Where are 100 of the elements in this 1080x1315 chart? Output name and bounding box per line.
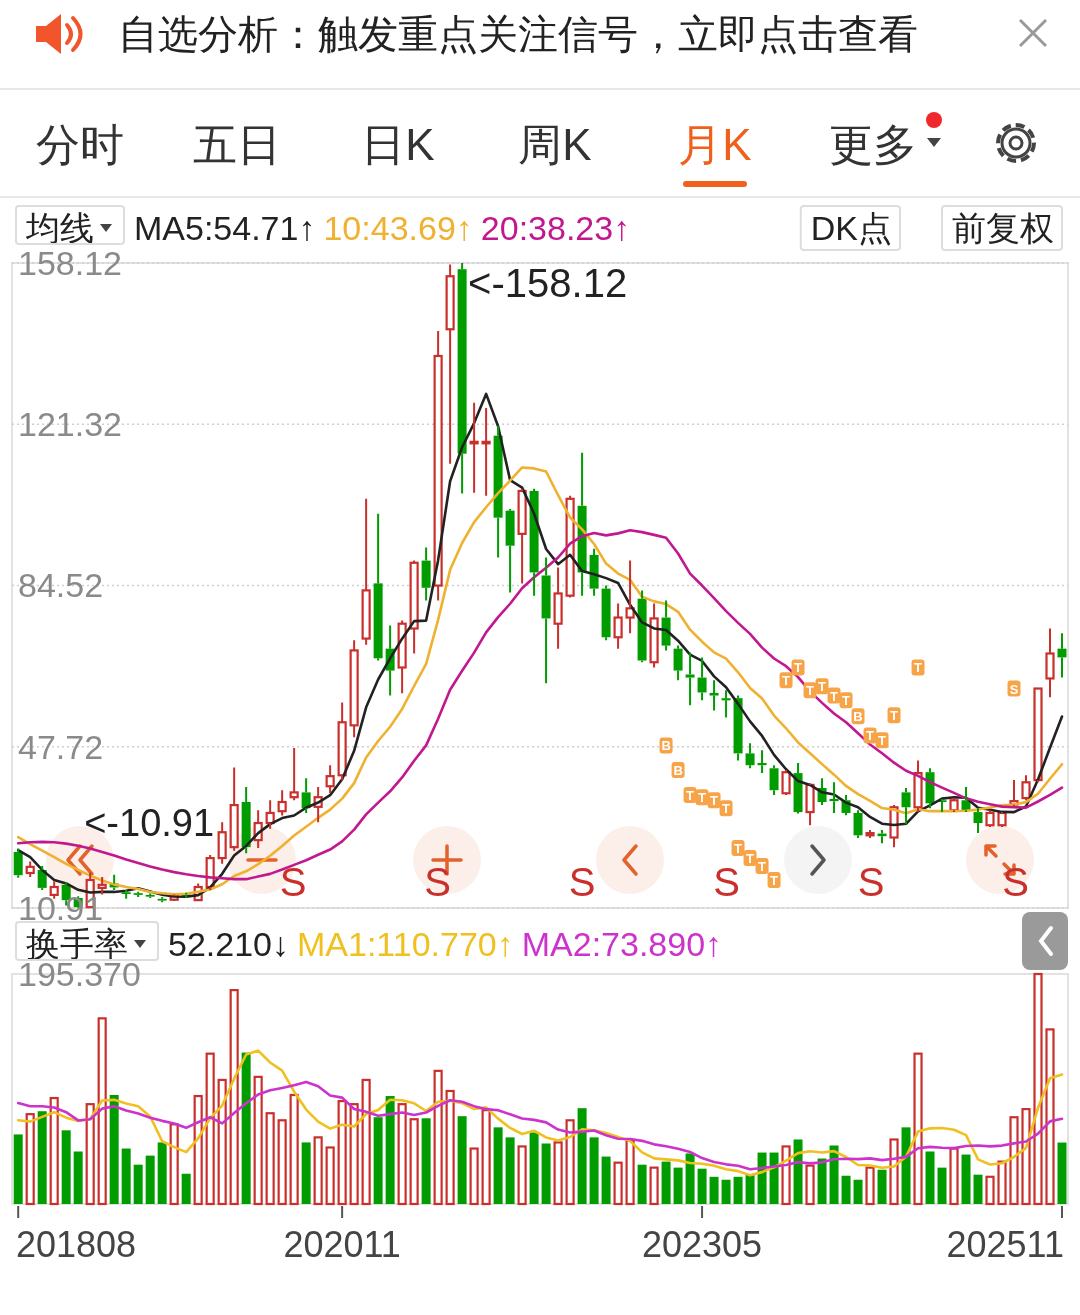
candlestick	[301, 777, 311, 814]
x-tick-label: 202305	[642, 1224, 763, 1265]
x-tick-label: 202011	[283, 1224, 401, 1265]
annotation: T	[770, 873, 779, 888]
candlestick	[1021, 774, 1031, 802]
candlestick	[121, 889, 131, 900]
y-tick-label: 158.12	[18, 244, 122, 282]
y-tick-label: 84.52	[18, 566, 104, 605]
annotation: T	[818, 679, 827, 695]
annotation: T	[794, 660, 803, 676]
text: 10:43.69↑	[323, 209, 473, 247]
candlestick	[457, 262, 467, 495]
candlestick	[829, 781, 839, 814]
candlestick	[241, 786, 251, 855]
annotation: T	[806, 683, 815, 699]
annotation: T	[830, 688, 839, 704]
candlestick	[637, 589, 647, 664]
annotation: T	[842, 693, 851, 709]
candlestick	[997, 811, 1007, 828]
text: 自选分析：触发重点关注信号，立即点击查看	[118, 12, 918, 56]
candlestick	[433, 330, 443, 602]
candlestick	[349, 639, 359, 739]
candlestick	[685, 651, 695, 707]
candlestick	[781, 769, 791, 796]
annotation: T	[698, 790, 707, 806]
candlestick	[709, 679, 719, 712]
annotation: S	[713, 860, 740, 904]
annotation: S	[424, 860, 451, 904]
annotation: <-10.91	[84, 802, 215, 844]
annotation: T	[746, 851, 755, 867]
candlestick	[973, 807, 983, 835]
text: 前复权	[952, 209, 1054, 247]
candlestick	[757, 749, 767, 775]
annotation: T	[914, 660, 923, 676]
candlestick	[517, 487, 527, 585]
annotation: T	[722, 801, 731, 817]
x-tick-label: 202511	[946, 1224, 1064, 1265]
candlestick	[853, 809, 863, 839]
candlestick	[793, 762, 803, 813]
candlestick	[217, 821, 227, 865]
annotation: T	[866, 728, 875, 744]
annotation: S	[857, 860, 885, 904]
text: 五日	[193, 120, 281, 169]
candlestick	[769, 764, 779, 796]
annotation: T	[782, 673, 791, 689]
candlestick	[493, 424, 503, 559]
y-tick-label: 10.91	[18, 889, 104, 927]
annotation: T	[890, 708, 899, 724]
candlestick	[325, 764, 335, 795]
annotation: S	[568, 860, 596, 904]
candlestick	[649, 602, 659, 669]
text: MA1:110.770↑	[297, 925, 514, 963]
candlestick	[25, 860, 35, 878]
line-series	[16, 466, 1064, 896]
candlestick	[601, 584, 611, 642]
annotation: B	[853, 709, 863, 725]
legend-title: 均线	[25, 209, 94, 247]
candlestick	[421, 546, 431, 602]
candlestick	[229, 766, 239, 852]
candlestick	[745, 742, 755, 770]
series-label: 52.210↓	[168, 925, 289, 963]
text: DK点	[810, 209, 892, 247]
annotation: T	[710, 793, 719, 809]
text: 月K	[678, 120, 752, 169]
annotation: T	[686, 788, 695, 803]
candlestick	[97, 875, 107, 896]
candlestick	[1045, 627, 1055, 699]
candlestick	[901, 786, 911, 826]
candlestick	[613, 602, 623, 650]
candlestick	[529, 487, 539, 597]
annotation: S	[1009, 681, 1019, 697]
y-tick-label: 47.72	[18, 727, 104, 766]
candlestick	[589, 547, 599, 597]
candlestick	[697, 656, 707, 702]
text: 周K	[518, 120, 592, 169]
annotation: T	[878, 733, 887, 749]
candlestick	[865, 829, 875, 839]
x-tick-label: 201808	[16, 1224, 137, 1265]
candlestick	[373, 512, 383, 662]
candlestick	[13, 847, 23, 879]
annotation: T	[758, 858, 767, 874]
text: 分时	[36, 120, 124, 169]
candlestick	[673, 644, 683, 682]
y-tick-label: 121.32	[18, 405, 122, 444]
candlestick	[445, 263, 455, 465]
candlestick	[1057, 632, 1067, 679]
annotation: B	[673, 763, 683, 779]
candlestick	[553, 566, 563, 650]
candlestick	[1033, 687, 1043, 784]
candlestick	[733, 694, 743, 762]
candlestick	[949, 797, 959, 814]
candlestick	[337, 701, 347, 782]
annotation: S	[279, 860, 307, 904]
candlestick	[409, 559, 419, 655]
candlestick	[985, 809, 995, 828]
candlestick	[625, 559, 635, 635]
annotation: <-158.12	[468, 261, 628, 305]
candlestick	[913, 759, 923, 814]
candlestick	[289, 747, 299, 802]
candlestick	[721, 689, 731, 719]
